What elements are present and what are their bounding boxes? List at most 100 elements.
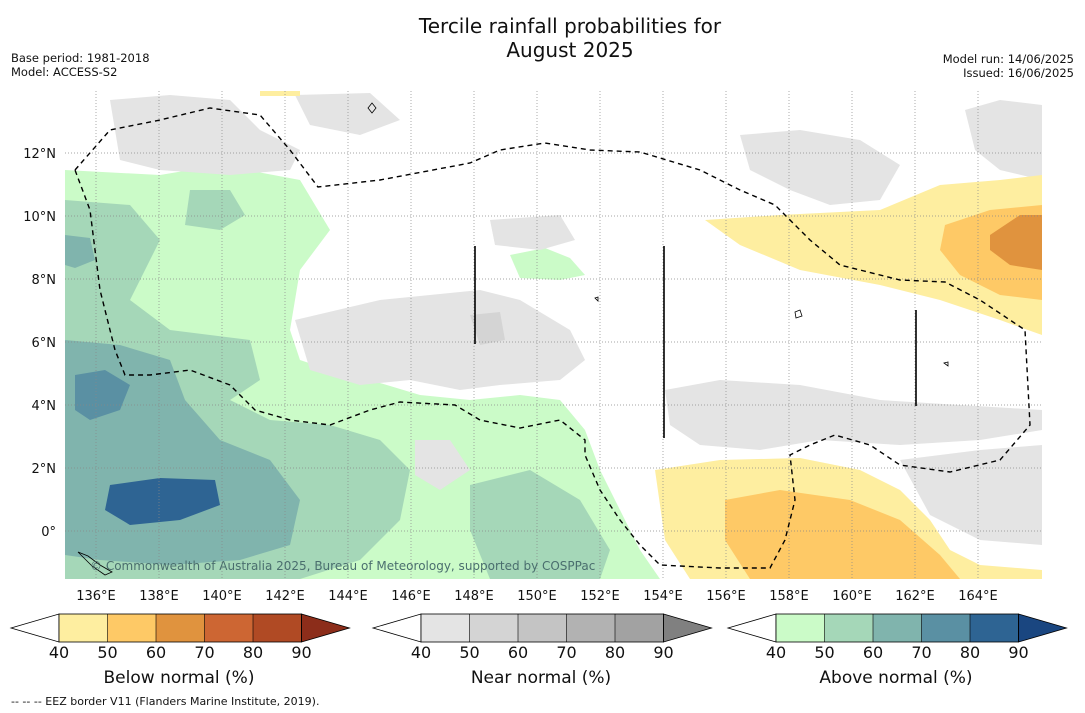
colorbar-tick-label: 50	[459, 643, 479, 662]
lon-label: 164°E	[958, 589, 998, 604]
colorbar-segment	[469, 614, 518, 642]
above-normal-80-west	[75, 370, 130, 420]
near-normal-40-d	[490, 215, 575, 250]
map-panel	[65, 91, 1042, 579]
colorbar-near-normal: 40 50 60 70 80 90	[371, 613, 713, 662]
colorbar-tick-label: 70	[194, 643, 214, 662]
title-line-1: Tercile rainfall probabilities for	[418, 14, 722, 38]
colorbar-segment	[156, 614, 205, 642]
below-normal-70-east	[990, 215, 1042, 270]
colorbar-tick-label: 50	[814, 643, 834, 662]
copyright-text: © Commonwealth of Australia 2025, Bureau…	[90, 559, 595, 573]
gridlines	[65, 91, 1042, 579]
colorbar-segment	[421, 614, 470, 642]
model-run-date: Model run: 14/06/2025	[942, 52, 1074, 66]
below-normal-60-south	[725, 490, 960, 579]
lon-label: 148°E	[454, 589, 494, 604]
colorbar-tick-label: 60	[508, 643, 528, 662]
lon-label: 154°E	[643, 589, 683, 604]
issued-date: Issued: 16/06/2025	[963, 66, 1074, 80]
title-line-2: August 2025	[506, 38, 634, 62]
lon-label: 158°E	[769, 589, 809, 604]
eez-border-palau-fsm	[74, 107, 1031, 569]
colorbar-tick-label: 90	[291, 643, 311, 662]
colorbar-segment	[873, 614, 922, 642]
eez-boundary-lines	[474, 246, 917, 438]
colorbar-tick-label: 90	[653, 643, 673, 662]
near-normal-40-a	[110, 95, 300, 175]
lon-label: 136°E	[76, 589, 116, 604]
run-info: Model run: 14/06/2025 Issued: 16/06/2025	[943, 52, 1074, 80]
colorbar-tick-label: 70	[556, 643, 576, 662]
colorbar-below-normal: 40 50 60 70 80 90	[9, 613, 351, 662]
lat-label: 6°N	[32, 336, 57, 351]
above-normal-50-center	[510, 248, 585, 280]
near-normal-40-f	[740, 130, 900, 205]
colorbar-frame	[420, 613, 664, 643]
colorbar-tick-label: 90	[1008, 643, 1028, 662]
colorbar-segment	[615, 614, 664, 642]
lon-label: 162°E	[895, 589, 935, 604]
latitude-labels: 12°N 10°N 8°N 6°N 4°N 2°N 0°	[23, 147, 56, 540]
colorbar-tick-label: 50	[97, 643, 117, 662]
near-normal-40-i	[415, 440, 470, 490]
above-normal-90-west	[105, 478, 220, 525]
lon-label: 146°E	[391, 589, 431, 604]
colorbar-segment	[824, 614, 873, 642]
colorbar-tick-label: 60	[863, 643, 883, 662]
colorbar-segment	[204, 614, 253, 642]
model-name: Model: ACCESS-S2	[11, 65, 118, 79]
lon-label: 138°E	[139, 589, 179, 604]
above-normal-60-b	[185, 190, 245, 230]
below-normal-label: Below normal (%)	[103, 668, 255, 688]
colorbar-frame	[775, 613, 1019, 643]
lon-label: 152°E	[580, 589, 620, 604]
base-period: Base period: 1981-2018	[11, 51, 150, 65]
lon-label: 142°E	[265, 589, 305, 604]
colorbar-extend-high	[663, 613, 713, 643]
longitude-labels: 136°E 138°E 140°E 142°E 144°E 146°E 148°E 150°E…	[76, 589, 998, 604]
lat-label: 2°N	[32, 462, 57, 477]
colorbar-extend-low	[726, 613, 777, 643]
colorbar-segment	[921, 614, 970, 642]
lat-label: 12°N	[23, 147, 56, 162]
near-normal-40-g	[965, 100, 1042, 180]
colorbar-segment	[253, 614, 302, 642]
colorbar-tick-label: 80	[243, 643, 263, 662]
colorbar-tick-label: 80	[605, 643, 625, 662]
near-normal-40-e	[665, 380, 1042, 450]
colorbar-tick-label: 70	[911, 643, 931, 662]
colorbar-tick-label: 80	[960, 643, 980, 662]
lat-label: 10°N	[23, 210, 56, 225]
colorbar-tick-label: 40	[49, 643, 69, 662]
map-title: Tercile rainfall probabilities for Augus…	[0, 14, 1085, 62]
lat-label: 0°	[41, 525, 56, 540]
near-normal-40-h	[900, 445, 1042, 545]
lat-label: 8°N	[32, 273, 57, 288]
colorbar-segment	[518, 614, 567, 642]
lat-label: 4°N	[32, 399, 57, 414]
model-info: Base period: 1981-2018 Model: ACCESS-S2	[11, 51, 150, 79]
below-normal-50-top	[260, 91, 300, 96]
colorbar-segment	[776, 614, 825, 642]
colorbar-frame	[58, 613, 302, 643]
above-normal-70-b	[65, 235, 95, 268]
lon-label: 156°E	[706, 589, 746, 604]
colorbar-extend-low	[9, 613, 60, 643]
near-normal-label: Near normal (%)	[470, 668, 612, 688]
colorbar-segment	[970, 614, 1019, 642]
colorbar-segment	[59, 614, 108, 642]
islands	[77, 102, 949, 576]
eez-borders	[74, 107, 1031, 569]
lon-label: 140°E	[202, 589, 242, 604]
colorbar-above-normal: 40 50 60 70 80 90	[726, 613, 1068, 662]
near-normal-40-b	[295, 93, 400, 135]
above-normal-label: Above normal (%)	[819, 668, 973, 688]
colorbar-tick-label: 40	[411, 643, 431, 662]
colorbar-tick-label: 40	[766, 643, 786, 662]
near-normal-50-a	[470, 312, 505, 345]
colorbar-segment	[107, 614, 156, 642]
above-normal-60-c	[470, 470, 610, 579]
lon-label: 150°E	[517, 589, 557, 604]
